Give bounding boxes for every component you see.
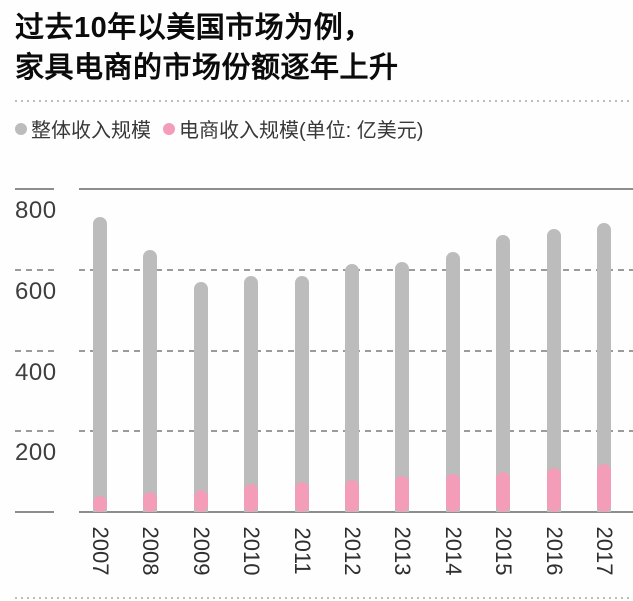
page-title-line1: 过去10年以美国市场为例， (15, 12, 373, 44)
xtick-label-2017: 2017 (592, 526, 617, 576)
page-title-line2: 家具电商的市场份额逐年上升 (15, 52, 399, 84)
ytick-label-200: 200 (15, 439, 57, 467)
bar-ecommerce-2015 (496, 471, 511, 512)
grid-line-800 (79, 188, 633, 190)
bar-ecommerce-2008 (143, 491, 158, 512)
xtick-label-2013: 2013 (390, 526, 416, 576)
xtick-label-2015: 2015 (491, 526, 517, 576)
bar-total-2015 (496, 235, 511, 512)
bar-total-2017 (597, 223, 611, 512)
legend-label-ecommerce: 电商收入规模 (179, 120, 299, 142)
xtick-label-2014: 2014 (440, 526, 466, 576)
xtick-label-2009: 2009 (188, 526, 214, 576)
bar-total-2013 (395, 261, 410, 512)
xtick-label-2012: 2012 (340, 526, 365, 576)
bar-ecommerce-2016 (546, 467, 561, 512)
bar-ecommerce-2014 (445, 473, 460, 512)
legend-dot-ecommerce-icon (163, 122, 175, 135)
bar-total-2010 (244, 275, 259, 512)
ytick-label-600: 600 (15, 277, 57, 305)
xtick-label-2008: 2008 (138, 526, 164, 576)
title-separator-dotted-line (15, 100, 633, 102)
bar-total-2007 (93, 217, 107, 512)
bar-ecommerce-2012 (345, 479, 359, 512)
bar-total-2009 (193, 281, 208, 512)
bar-total-2016 (546, 229, 561, 512)
bottom-separator-dotted-line (15, 597, 633, 599)
legend-unit-label: (单位: 亿美元) (299, 120, 424, 142)
grid-line-0 (79, 511, 633, 513)
bar-total-2008 (143, 249, 158, 512)
legend-dot-total-icon (15, 122, 27, 135)
xtick-label-2011: 2011 (289, 527, 315, 575)
ytick-label-800: 800 (15, 197, 57, 224)
bar-ecommerce-2007 (93, 495, 107, 512)
legend-label-total: 整体收入规模 (31, 120, 151, 142)
bar-ecommerce-2017 (597, 463, 611, 512)
xtick-label-2010: 2010 (239, 526, 265, 576)
bar-total-2014 (445, 251, 460, 512)
grid-line-200-left-segment (15, 430, 54, 433)
grid-line-0-left-segment (15, 511, 54, 513)
page-title: 过去10年以美国市场为例， 家具电商的市场份额逐年上升 (15, 8, 399, 88)
bar-ecommerce-2009 (193, 489, 208, 512)
bar-total-2011 (294, 275, 309, 512)
bar-total-2012 (345, 263, 359, 512)
grid-line-600-left-segment (15, 268, 54, 271)
chart-legend: 整体收入规模 电商收入规模 (单位: 亿美元) (15, 114, 423, 143)
xtick-label-2016: 2016 (541, 526, 567, 576)
bar-ecommerce-2010 (244, 483, 259, 512)
grid-line-400-left-segment (15, 349, 54, 352)
bar-ecommerce-2011 (294, 481, 309, 512)
grid-line-800-left-segment (15, 188, 54, 190)
bar-ecommerce-2013 (395, 475, 410, 512)
ytick-label-400: 400 (15, 358, 57, 386)
xtick-label-2007: 2007 (88, 526, 113, 576)
